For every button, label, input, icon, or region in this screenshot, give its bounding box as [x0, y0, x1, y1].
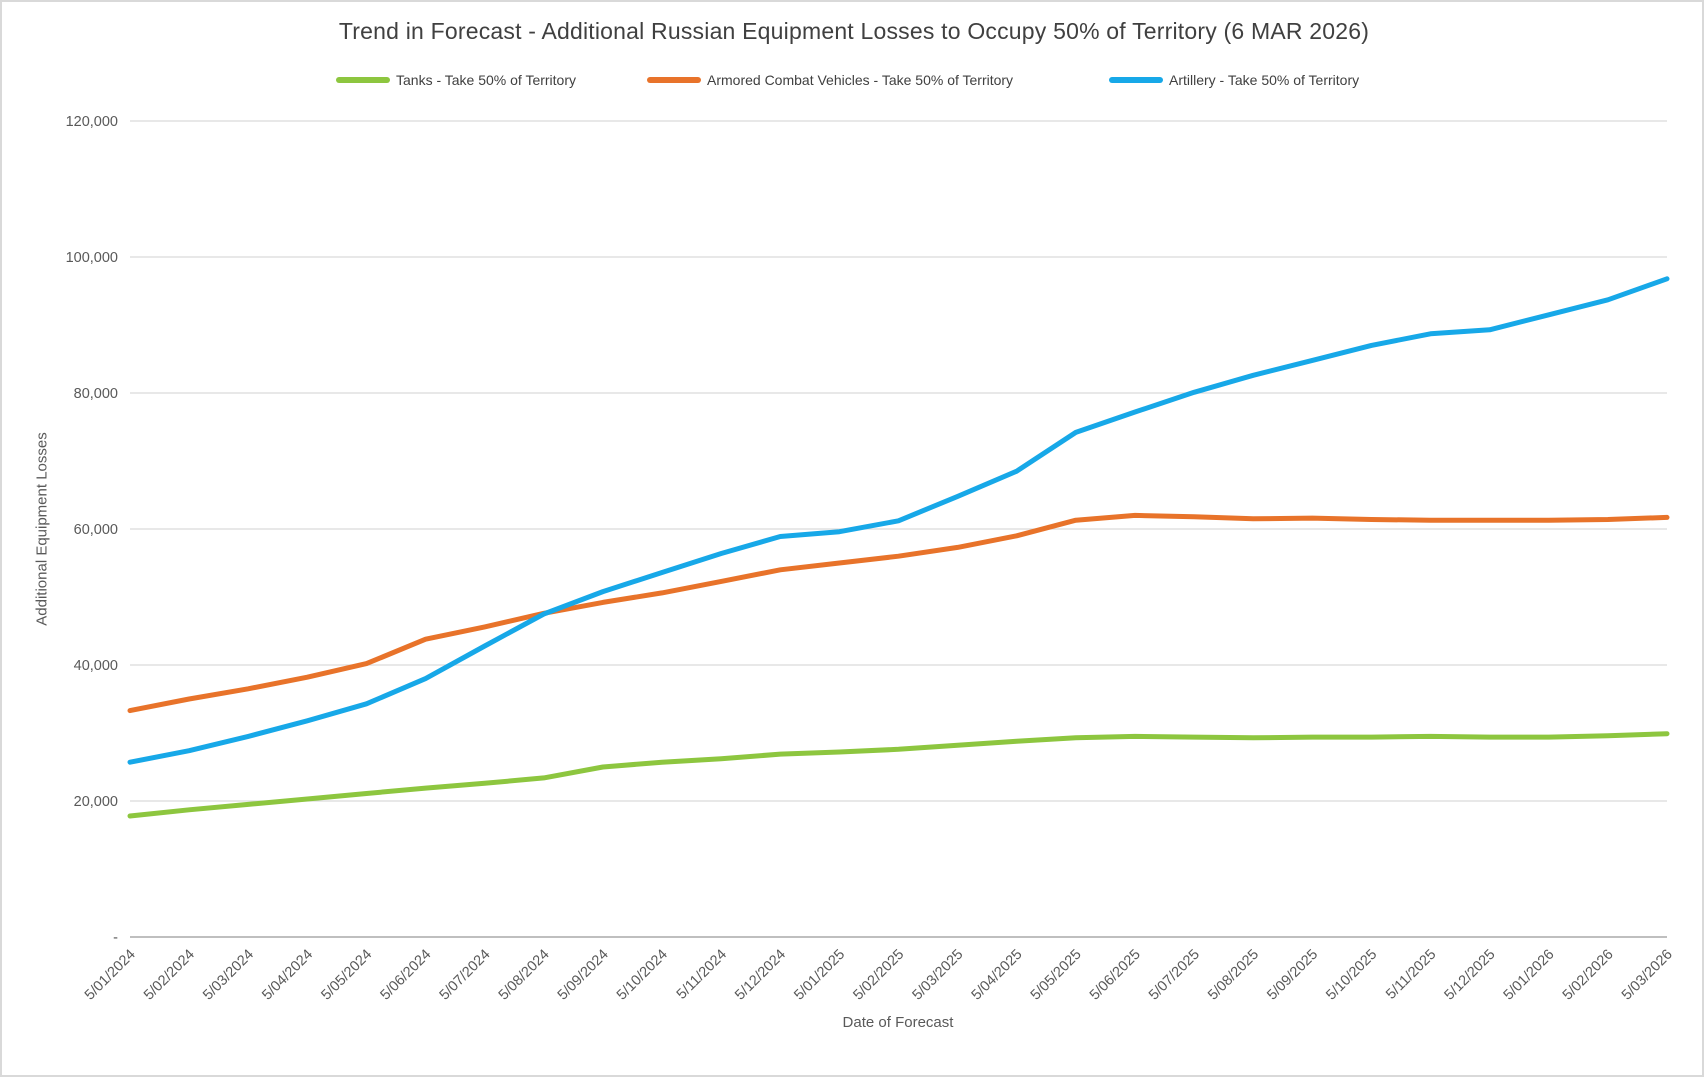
series-line-artillery — [127, 276, 1670, 765]
x-tick-label: 5/12/2025 — [1442, 947, 1499, 1004]
x-tick-label: 5/05/2025 — [1028, 947, 1085, 1004]
chart-title: Trend in Forecast - Additional Russian E… — [338, 18, 1370, 44]
x-tick-label: 5/04/2024 — [259, 947, 316, 1004]
x-tick-label: 5/07/2025 — [1146, 947, 1203, 1004]
x-tick-label: 5/02/2025 — [850, 947, 907, 1004]
y-axis-title: Additional Equipment Losses — [33, 432, 51, 626]
x-tick-label: 5/11/2024 — [674, 947, 730, 1003]
y-tick-label: 80,000 — [74, 386, 118, 402]
legend-swatch-tanks — [336, 77, 390, 83]
x-tick-label: 5/03/2025 — [910, 947, 967, 1004]
y-tick-label: 60,000 — [74, 522, 118, 538]
x-tick-label: 5/10/2025 — [1323, 947, 1380, 1004]
legend-swatch-armored-combat-vehicles — [647, 77, 701, 83]
x-tick-label: 5/05/2024 — [318, 947, 375, 1004]
x-tick-label: 5/11/2025 — [1383, 947, 1439, 1003]
legend-label: Armored Combat Vehicles - Take 50% of Te… — [707, 72, 1014, 88]
legend-label: Artillery - Take 50% of Territory — [1169, 72, 1360, 88]
x-tick-label: 5/06/2025 — [1087, 947, 1144, 1004]
x-tick-label: 5/10/2024 — [614, 947, 671, 1004]
x-tick-label: 5/08/2024 — [496, 947, 553, 1004]
y-tick-label: 20,000 — [74, 794, 118, 810]
x-tick-label: 5/01/2026 — [1501, 947, 1558, 1004]
y-tick-label: 120,000 — [66, 114, 118, 130]
x-tick-label: 5/01/2024 — [82, 947, 139, 1004]
series-line-tanks — [127, 731, 1670, 819]
legend-item-armored-combat-vehicles: Armored Combat Vehicles - Take 50% of Te… — [647, 70, 1013, 90]
x-tick-label: 5/12/2024 — [732, 947, 789, 1004]
legend-item-tanks: Tanks - Take 50% of Territory — [336, 70, 576, 90]
y-tick-label: 100,000 — [66, 250, 118, 266]
x-tick-label: 5/03/2024 — [200, 947, 257, 1004]
legend-swatch-artillery — [1109, 77, 1163, 83]
x-tick-label: 5/06/2024 — [377, 947, 434, 1004]
x-tick-label: 5/04/2025 — [969, 947, 1026, 1004]
x-tick-label: 5/09/2025 — [1264, 947, 1321, 1004]
x-axis-title: Date of Forecast — [842, 1014, 954, 1031]
x-tick-label: 5/03/2026 — [1619, 947, 1676, 1004]
x-tick-label: 5/01/2025 — [791, 947, 848, 1004]
legend-item-artillery: Artillery - Take 50% of Territory — [1109, 70, 1359, 90]
y-tick-label: - — [113, 930, 118, 946]
x-tick-label: 5/09/2024 — [555, 947, 612, 1004]
series-line-armored-combat-vehicles — [127, 512, 1670, 714]
x-tick-label: 5/07/2024 — [437, 947, 494, 1004]
y-tick-label: 40,000 — [74, 658, 118, 674]
x-tick-label: 5/02/2026 — [1560, 947, 1617, 1004]
x-tick-label: 5/08/2025 — [1205, 947, 1262, 1004]
legend-label: Tanks - Take 50% of Territory — [396, 72, 577, 88]
x-tick-label: 5/02/2024 — [141, 947, 198, 1004]
